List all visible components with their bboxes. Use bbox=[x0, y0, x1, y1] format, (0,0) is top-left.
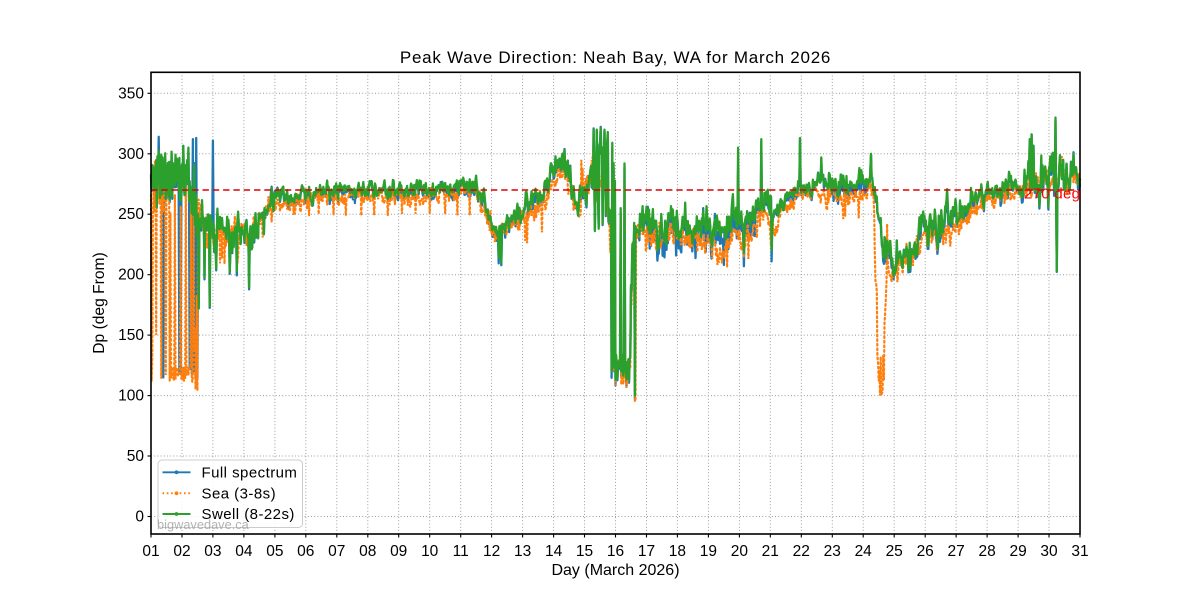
svg-text:04: 04 bbox=[235, 543, 253, 560]
svg-text:05: 05 bbox=[266, 543, 283, 560]
svg-text:10: 10 bbox=[421, 543, 439, 560]
svg-text:Day (March 2026): Day (March 2026) bbox=[551, 562, 679, 579]
svg-text:100: 100 bbox=[118, 388, 144, 405]
svg-text:21: 21 bbox=[762, 543, 779, 560]
svg-text:06: 06 bbox=[297, 543, 314, 560]
svg-text:14: 14 bbox=[545, 543, 563, 560]
svg-text:Peak Wave Direction: Neah Bay,: Peak Wave Direction: Neah Bay, WA for Ma… bbox=[400, 48, 831, 67]
svg-text:07: 07 bbox=[328, 543, 345, 560]
svg-text:bigwavedave.ca: bigwavedave.ca bbox=[157, 517, 250, 532]
svg-text:Sea (3-8s): Sea (3-8s) bbox=[202, 485, 277, 502]
svg-text:01: 01 bbox=[142, 543, 159, 560]
svg-text:23: 23 bbox=[824, 543, 841, 560]
svg-text:31: 31 bbox=[1071, 543, 1088, 560]
svg-text:19: 19 bbox=[700, 543, 717, 560]
svg-text:Dp (deg From): Dp (deg From) bbox=[91, 252, 108, 353]
svg-text:Full spectrum: Full spectrum bbox=[202, 464, 298, 481]
svg-text:27: 27 bbox=[947, 543, 964, 560]
svg-text:11: 11 bbox=[453, 543, 469, 560]
svg-text:02: 02 bbox=[173, 543, 190, 560]
svg-text:28: 28 bbox=[978, 543, 995, 560]
svg-text:16: 16 bbox=[607, 543, 624, 560]
svg-text:15: 15 bbox=[576, 543, 593, 560]
svg-text:24: 24 bbox=[855, 543, 873, 560]
svg-text:26: 26 bbox=[917, 543, 934, 560]
svg-text:270 deg: 270 deg bbox=[1024, 186, 1080, 203]
svg-text:13: 13 bbox=[514, 543, 531, 560]
svg-text:200: 200 bbox=[118, 267, 144, 284]
svg-text:17: 17 bbox=[638, 543, 655, 560]
svg-text:25: 25 bbox=[886, 543, 903, 560]
svg-text:22: 22 bbox=[793, 543, 810, 560]
svg-text:20: 20 bbox=[731, 543, 749, 560]
svg-text:18: 18 bbox=[669, 543, 686, 560]
svg-text:12: 12 bbox=[483, 543, 500, 560]
svg-text:250: 250 bbox=[118, 206, 144, 223]
svg-text:30: 30 bbox=[1040, 543, 1058, 560]
svg-text:350: 350 bbox=[118, 85, 144, 102]
svg-text:150: 150 bbox=[118, 327, 144, 344]
svg-text:50: 50 bbox=[127, 448, 145, 465]
svg-text:29: 29 bbox=[1009, 543, 1026, 560]
svg-text:300: 300 bbox=[118, 146, 144, 163]
svg-text:09: 09 bbox=[390, 543, 407, 560]
svg-text:08: 08 bbox=[359, 543, 376, 560]
svg-text:Swell (8-22s): Swell (8-22s) bbox=[202, 506, 295, 523]
svg-text:0: 0 bbox=[135, 509, 144, 526]
svg-text:03: 03 bbox=[204, 543, 221, 560]
